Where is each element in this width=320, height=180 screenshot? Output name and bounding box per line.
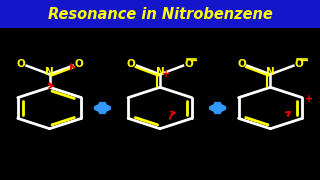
Text: O: O: [74, 59, 83, 69]
FancyArrowPatch shape: [71, 64, 75, 69]
Text: N: N: [45, 67, 54, 77]
Text: Resonance in Nitrobenzene: Resonance in Nitrobenzene: [48, 6, 272, 22]
FancyArrowPatch shape: [286, 112, 290, 116]
Text: −: −: [190, 56, 198, 66]
FancyBboxPatch shape: [0, 0, 320, 28]
FancyArrowPatch shape: [96, 104, 108, 112]
Text: O: O: [295, 59, 304, 69]
Text: O: O: [127, 59, 136, 69]
Text: −: −: [300, 56, 309, 66]
Text: O: O: [16, 59, 25, 69]
Text: +: +: [162, 69, 171, 79]
FancyArrowPatch shape: [170, 111, 175, 119]
Text: N: N: [156, 67, 164, 77]
FancyArrowPatch shape: [49, 83, 53, 88]
Text: N: N: [266, 67, 275, 77]
FancyArrowPatch shape: [212, 104, 224, 112]
Text: O: O: [237, 59, 246, 69]
Text: O: O: [184, 59, 193, 69]
Text: +: +: [305, 94, 313, 104]
